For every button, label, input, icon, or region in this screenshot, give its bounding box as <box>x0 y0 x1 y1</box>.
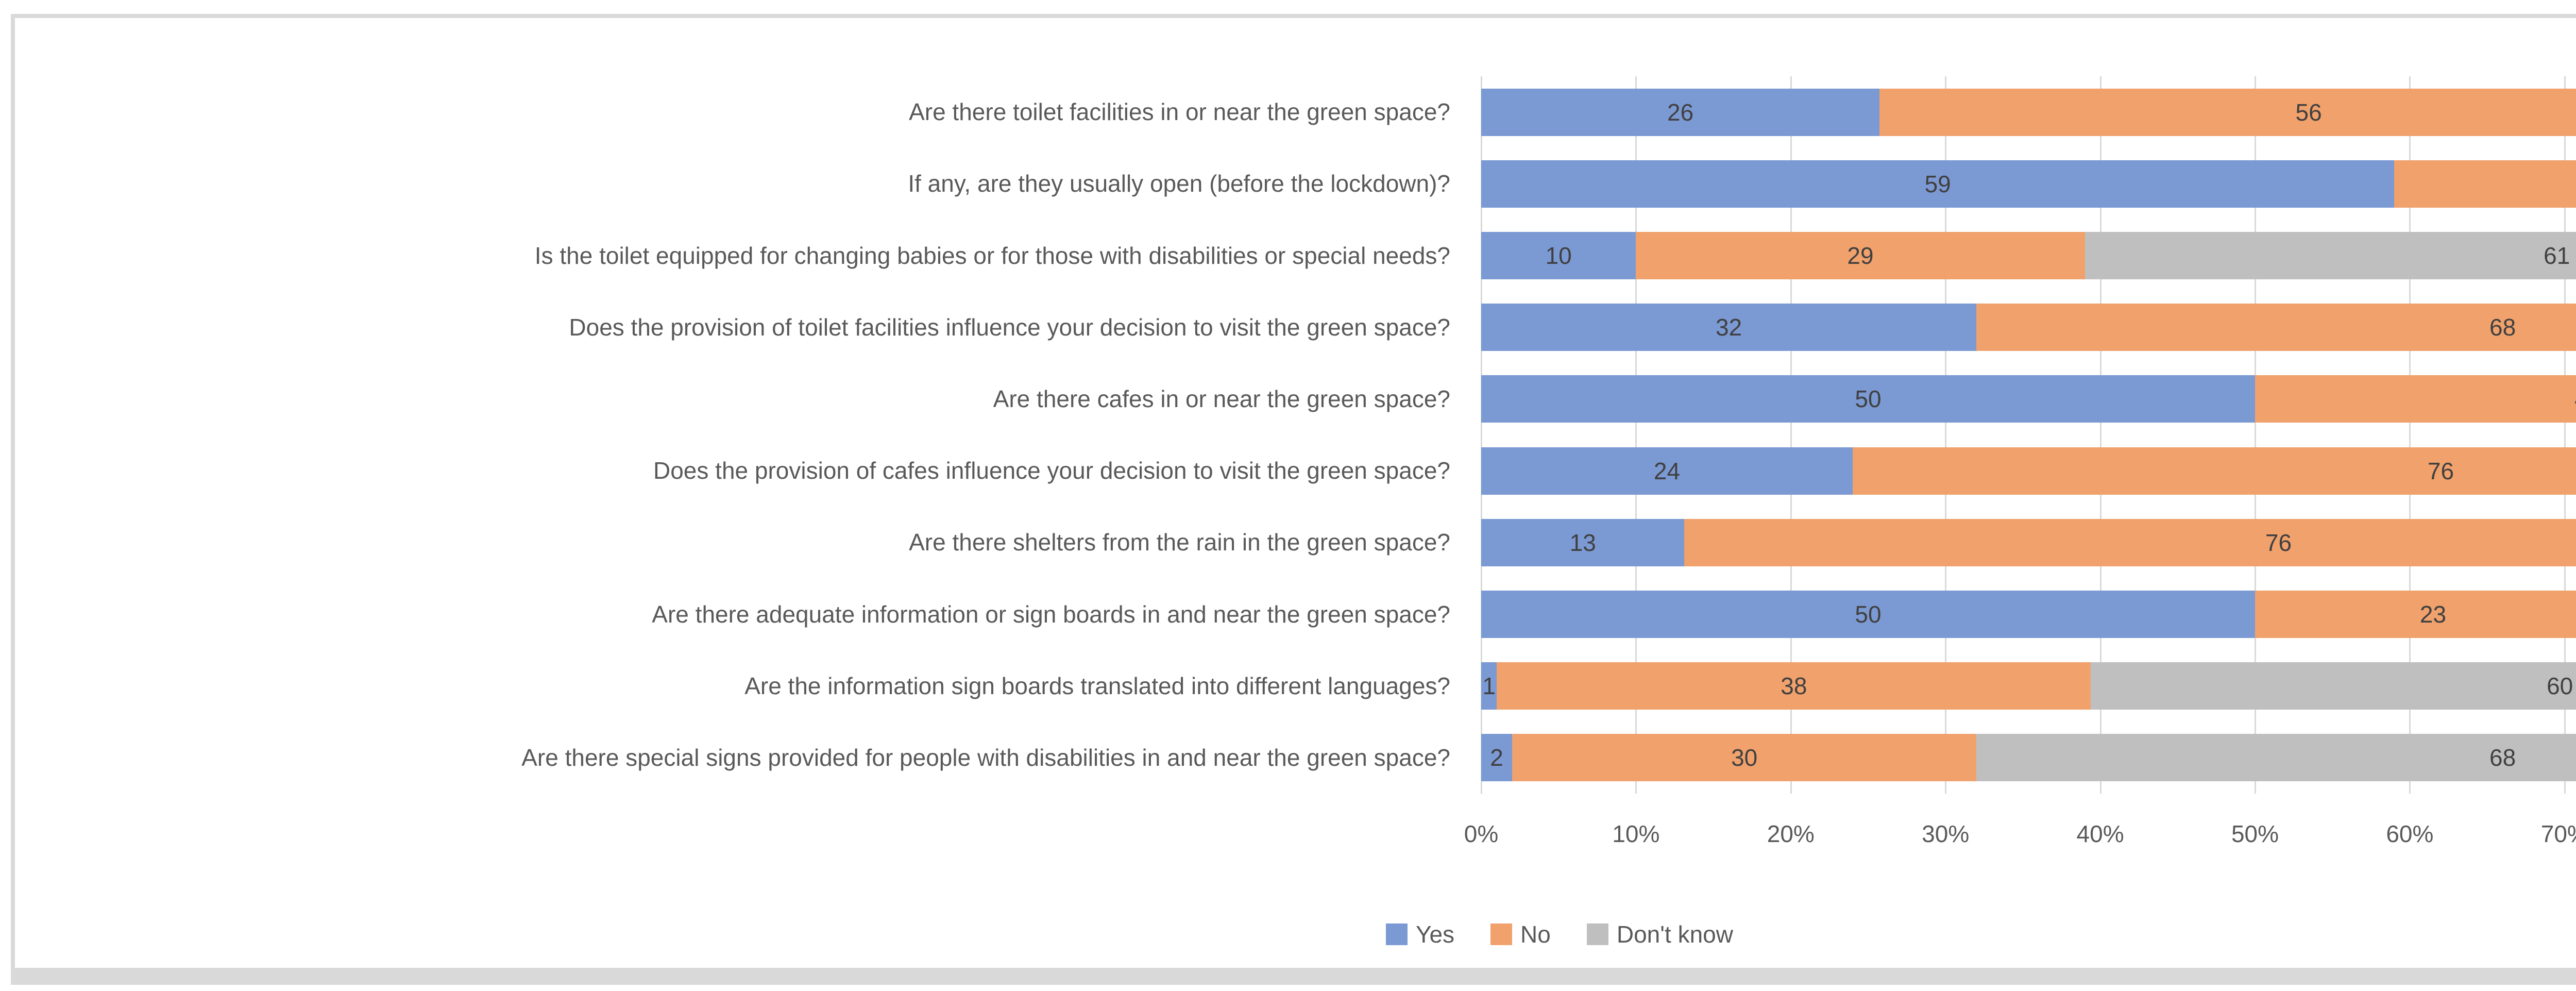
legend-entry-don-t-know: Don't know <box>1586 921 1733 948</box>
data-label: 68 <box>2489 744 2516 771</box>
bar-segment-yes: 13 <box>1481 518 1685 566</box>
gridline-70% <box>2564 76 2566 794</box>
chart-legend: Yes No Don't know <box>26 919 2576 950</box>
bar-row: 502327 <box>1481 591 2576 638</box>
bar-row: 265619 <box>1481 88 2576 136</box>
data-label: 2 <box>1490 744 1503 771</box>
plot-area: 2656195941010296132680504372476013761050… <box>1481 76 2576 794</box>
chart-frame: 2656195941010296132680504372476013761050… <box>11 14 2576 972</box>
bar-segment-no: 43 <box>2255 375 2576 423</box>
data-label: 29 <box>1847 242 1874 269</box>
data-label: 56 <box>2295 98 2322 126</box>
bar-segment-don-t-know: 60 <box>2091 662 2576 710</box>
bar-segment-yes: 1 <box>1481 662 1497 710</box>
category-axis-labels: Are there toilet facilities in or near t… <box>15 76 1466 794</box>
bar-segment-no: 29 <box>1636 232 2085 279</box>
data-label: 68 <box>2489 314 2516 341</box>
data-label: 43 <box>2574 387 2576 411</box>
data-label: 32 <box>1716 314 1742 341</box>
gridline-60% <box>2409 76 2411 794</box>
bar-segment-yes: 26 <box>1481 88 1880 136</box>
data-label: 24 <box>1653 457 1681 484</box>
bar-segment-no: 30 <box>1512 734 1977 782</box>
category-label: Does the provision of cafes influence yo… <box>653 457 1450 484</box>
bar-segment-yes: 32 <box>1481 304 1977 351</box>
gridline-40% <box>2099 76 2102 794</box>
x-tick-label: 30% <box>1922 820 1970 847</box>
data-label: 10 <box>1545 242 1572 269</box>
x-tick-label: 0% <box>1464 820 1499 847</box>
bar-segment-yes: 50 <box>1481 591 2255 638</box>
data-label: 23 <box>2419 601 2447 628</box>
data-label: 76 <box>2265 529 2292 556</box>
bar-row: 137610 <box>1481 518 2576 566</box>
legend-label: Yes <box>1416 921 1455 948</box>
bar-row: 2 30 68 <box>1481 734 2576 782</box>
legend-swatch-icon <box>1586 923 1608 945</box>
category-label: If any, are they usually open (before th… <box>908 170 1450 197</box>
legend-entry-no: No <box>1490 922 1551 946</box>
bar-segment-yes: 24 <box>1481 447 1853 495</box>
bar-segment-yes: 10 <box>1481 232 1636 279</box>
bar-segment-don-t-know: 68 <box>1976 734 2576 782</box>
bar-segment-no: 56 <box>1879 88 2576 136</box>
category-label: Are there adequate information or sign b… <box>652 600 1450 628</box>
x-tick-label: 10% <box>1612 820 1660 847</box>
category-label: Is the toilet equipped for changing babi… <box>534 242 1450 269</box>
bar-row: 59410 <box>1481 160 2576 208</box>
bar-row: 1 38 60 <box>1481 662 2576 710</box>
data-label: 50 <box>1855 601 1882 628</box>
category-label: Are there special signs provided for peo… <box>521 744 1450 771</box>
value-axis-labels: 0%10%20%30%40%50%60%70%80%90%100% <box>1464 820 2576 858</box>
category-label: Are there toilet facilities in or near t… <box>909 98 1450 126</box>
category-label: Are the information sign boards translat… <box>744 672 1450 699</box>
legend-entry-yes: Yes <box>1386 922 1454 946</box>
x-tick-label: 60% <box>2386 820 2434 847</box>
bar-row: 10 29 61 <box>1481 232 2576 279</box>
x-tick-label: 40% <box>2076 820 2124 847</box>
data-label: 61 <box>2544 242 2570 269</box>
category-label: Are there cafes in or near the green spa… <box>993 385 1450 413</box>
bar-segment-no: 23 <box>2255 591 2576 638</box>
bar-segment-no: 76 <box>1684 518 2576 566</box>
data-label: 1 <box>1482 673 1496 700</box>
gridline-50% <box>2255 76 2256 794</box>
x-tick-label: 70% <box>2540 820 2576 847</box>
data-label: 13 <box>1569 529 1596 556</box>
bottom-gray-band <box>11 972 2576 985</box>
data-label: 76 <box>2427 457 2454 484</box>
data-label: 26 <box>1667 98 1694 126</box>
bar-segment-no: 38 <box>1497 662 2091 710</box>
bar-row: 24760 <box>1481 447 2576 495</box>
gridline-10% <box>1635 76 1637 794</box>
gridline-20% <box>1790 76 1792 794</box>
bar-segment-no: 41 <box>2394 160 2576 208</box>
legend-label: No <box>1520 921 1551 948</box>
bar-segment-no: 68 <box>1976 304 2576 351</box>
bar-segment-no: 76 <box>1852 447 2576 495</box>
data-label: 50 <box>1855 385 1882 413</box>
bar-segment-don-t-know: 61 <box>2084 232 2576 279</box>
bar-row: 32680 <box>1481 304 2576 351</box>
bar-row: 50437 <box>1481 375 2576 423</box>
data-label: 59 <box>1924 170 1951 197</box>
bar-segment-yes: 2 <box>1481 734 1513 782</box>
gridline-30% <box>1945 76 1947 794</box>
bar-segment-yes: 59 <box>1481 160 2395 208</box>
legend-label: Don't know <box>1616 921 1733 948</box>
category-label: Does the provision of toilet facilities … <box>569 313 1450 341</box>
bar-segment-yes: 50 <box>1481 375 2255 423</box>
data-label: 30 <box>1731 744 1758 771</box>
data-label: 38 <box>1781 673 1807 700</box>
data-label: 60 <box>2547 673 2573 700</box>
legend-swatch-icon <box>1386 923 1408 945</box>
legend-swatch-icon <box>1490 923 1513 945</box>
x-tick-label: 20% <box>1767 820 1815 847</box>
category-label: Are there shelters from the rain in the … <box>909 529 1450 556</box>
gridline-0% <box>1481 76 1482 794</box>
x-tick-label: 50% <box>2231 820 2279 847</box>
